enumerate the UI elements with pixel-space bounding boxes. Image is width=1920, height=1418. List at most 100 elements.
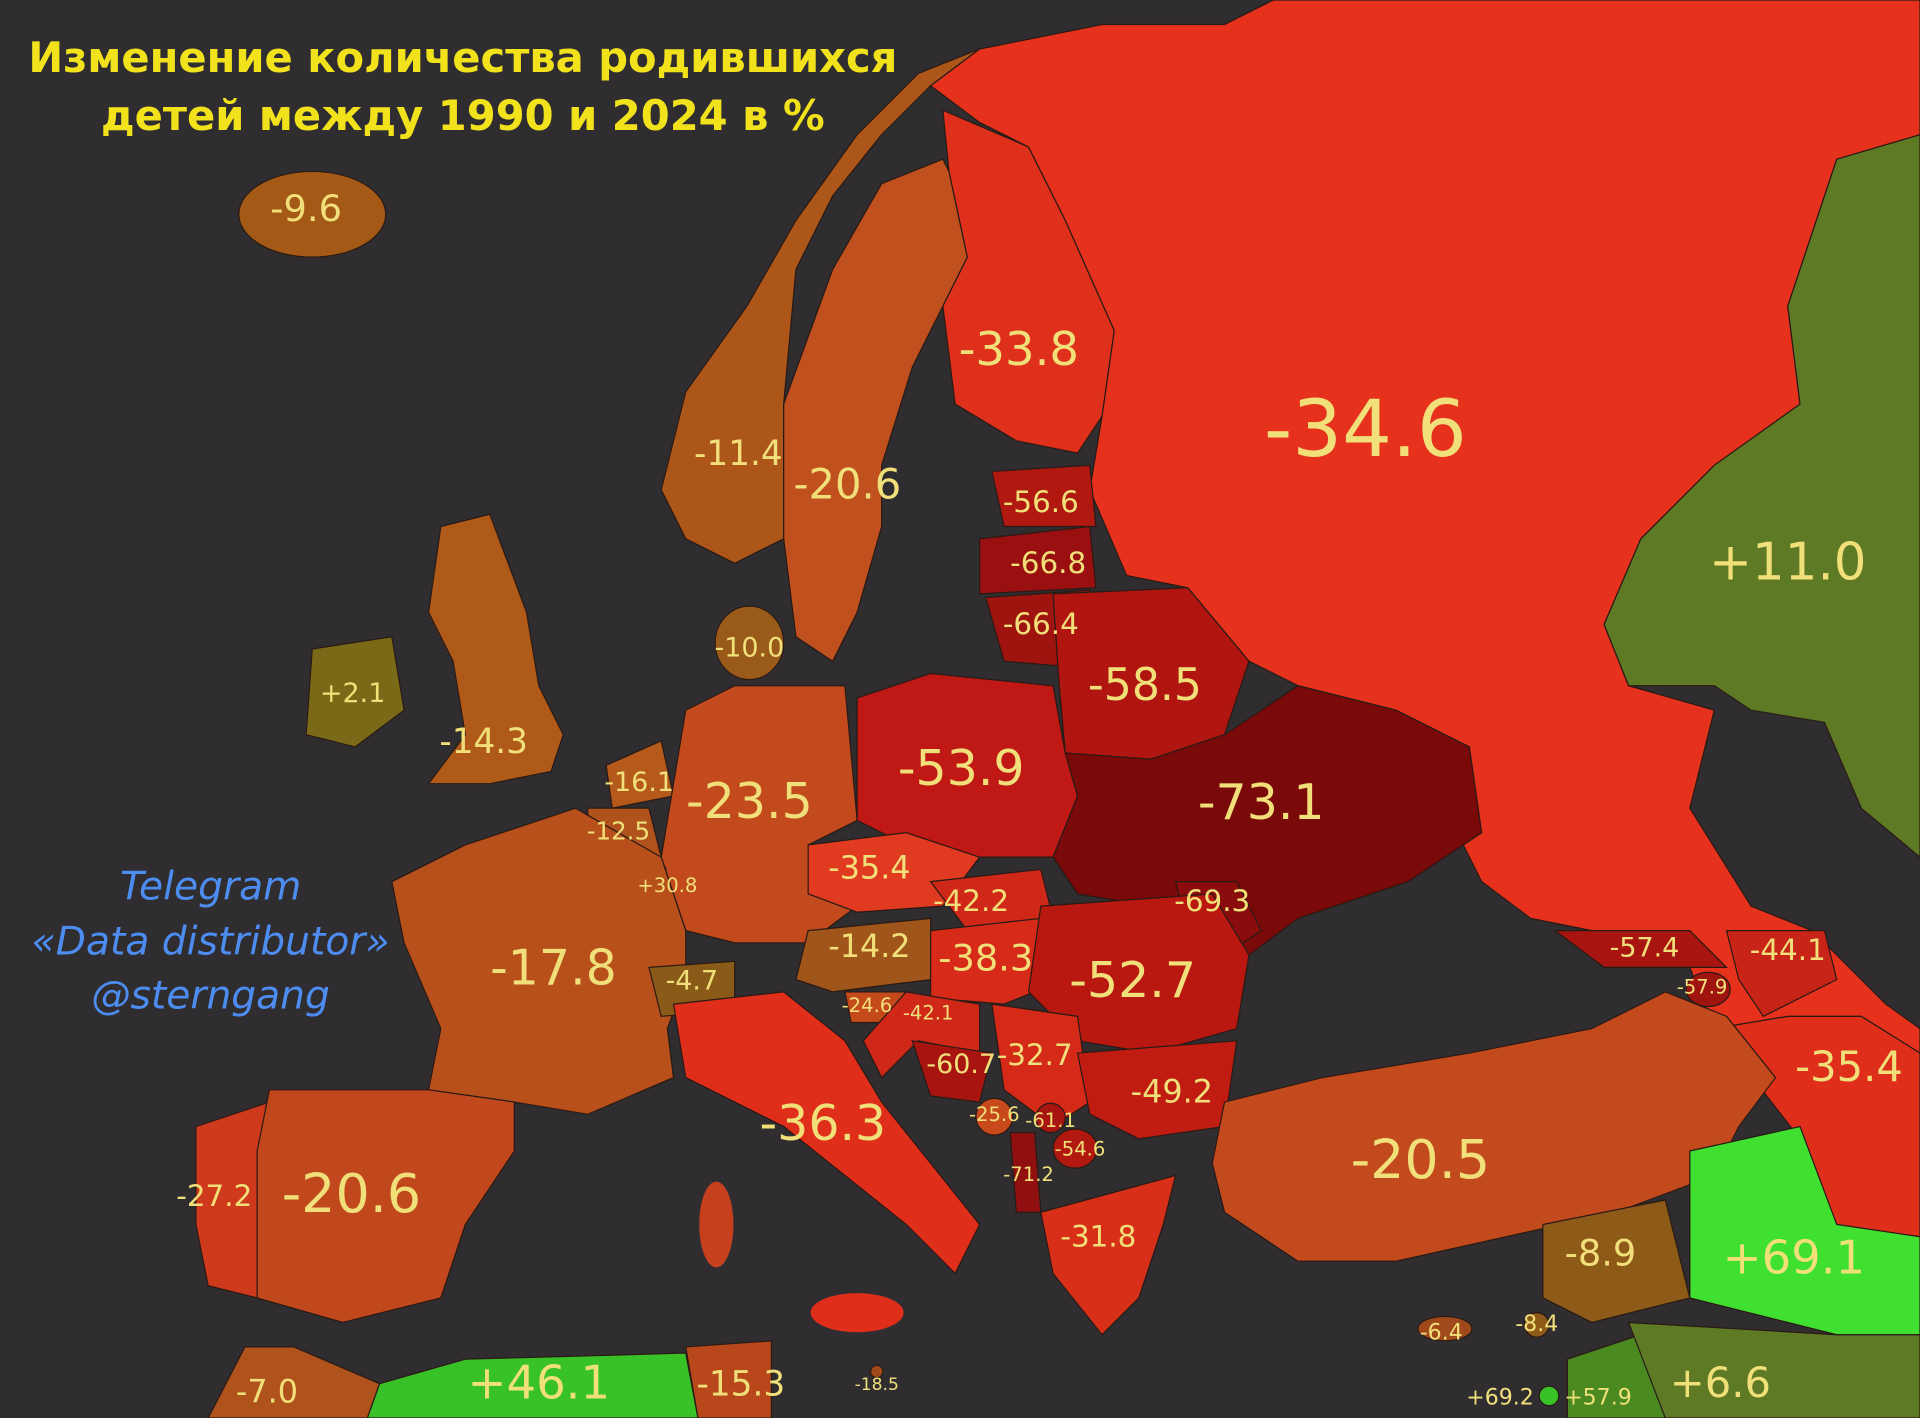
watermark: «Data distributor» (32, 920, 390, 965)
region (660, 48, 980, 564)
region (714, 605, 785, 681)
island (699, 1181, 734, 1268)
region-label: -54.6 (1055, 1137, 1106, 1160)
watermark: @sterngang (91, 973, 330, 1018)
region-label: +2.1 (320, 678, 385, 709)
region-label: -10.0 (715, 632, 785, 663)
region-label: -14.3 (439, 722, 528, 762)
region (195, 1101, 271, 1299)
region-label: -7.0 (236, 1372, 298, 1410)
map-layer: -9.6-11.4-20.6-33.8-34.6-56.6-66.8-66.4-… (28, 0, 1920, 1418)
region-label: -8.4 (1515, 1312, 1558, 1337)
region (256, 1089, 515, 1324)
region-label: -9.6 (270, 187, 342, 230)
region-label: -36.3 (760, 1095, 887, 1152)
region-label: -15.3 (696, 1365, 785, 1405)
region (795, 917, 932, 993)
region-label: -66.4 (1003, 607, 1079, 641)
region-label: -58.5 (1088, 660, 1202, 711)
region (427, 513, 564, 785)
region (1542, 1199, 1691, 1324)
region-label: -35.4 (828, 848, 910, 886)
region-label: -31.8 (1060, 1219, 1136, 1253)
region-label: -12.5 (587, 817, 650, 846)
region-label: +57.9 (1564, 1385, 1632, 1410)
region (862, 991, 981, 1079)
region-label: +30.8 (637, 874, 697, 897)
region-label: -34.6 (1264, 384, 1467, 475)
region-label: -44.1 (1750, 933, 1826, 967)
region-label: -42.1 (903, 1001, 954, 1024)
region (1040, 1174, 1177, 1336)
region-label: -71.2 (1003, 1163, 1054, 1186)
region (991, 464, 1097, 528)
region (1689, 1125, 1920, 1336)
region (911, 1040, 993, 1103)
region-label: -8.9 (1565, 1232, 1637, 1275)
region (1076, 1040, 1238, 1140)
region-label: -14.2 (828, 927, 910, 965)
region-label: -32.7 (997, 1038, 1073, 1072)
region-label: -11.4 (694, 434, 783, 474)
labels: -9.6-11.4-20.6-33.8-34.6-56.6-66.8-66.4-… (176, 187, 1903, 1410)
region-label: -69.3 (1174, 884, 1250, 918)
region-label: -6.4 (1420, 1320, 1463, 1345)
region-label: -20.6 (282, 1162, 421, 1225)
region (1553, 930, 1729, 968)
region-label: -42.2 (933, 884, 1009, 918)
region (975, 1097, 1014, 1136)
region (870, 1364, 884, 1379)
region (783, 158, 968, 663)
region (1627, 1321, 1920, 1418)
region-label: -57.9 (1677, 976, 1728, 999)
region-label: -20.6 (794, 459, 902, 508)
region-label: -52.7 (1069, 952, 1196, 1009)
region (807, 832, 981, 913)
region-label: -38.3 (938, 937, 1033, 980)
region-label: -4.7 (666, 966, 719, 997)
region-label: -73.1 (1198, 774, 1325, 831)
region-label: +69.1 (1723, 1231, 1866, 1285)
region (1523, 1312, 1550, 1338)
region-label: -35.4 (1795, 1042, 1903, 1091)
region (391, 807, 687, 1115)
watermark: Telegram (120, 864, 301, 909)
region (1725, 930, 1838, 1018)
region (1417, 1315, 1473, 1342)
region (672, 991, 981, 1275)
region-label: +11.0 (1709, 533, 1867, 593)
region-label: -49.2 (1131, 1072, 1213, 1110)
region-label: -20.5 (1351, 1128, 1490, 1191)
region (1685, 971, 1731, 1008)
region-label: -57.4 (1610, 932, 1680, 963)
region-label: +46.1 (468, 1356, 611, 1410)
region (1538, 1385, 1560, 1407)
region-label: -18.5 (855, 1375, 899, 1395)
title-line: детей между 1990 и 2024 в % (101, 91, 825, 140)
regions (195, 0, 1920, 1418)
region-label: -27.2 (176, 1179, 252, 1213)
region-label: -56.6 (1003, 485, 1079, 519)
region-label: -61.1 (1025, 1109, 1076, 1132)
region (1603, 134, 1920, 858)
title-line: Изменение количества родившихся (28, 33, 897, 82)
region-label: -23.5 (686, 773, 813, 830)
region (1035, 1102, 1066, 1134)
region-label: +6.6 (1670, 1358, 1771, 1407)
region (1052, 685, 1483, 956)
region (978, 525, 1097, 595)
region-label: -17.8 (490, 940, 617, 997)
region-label: -25.6 (969, 1103, 1020, 1126)
region (238, 170, 387, 258)
region-label: -33.8 (959, 322, 1079, 376)
region-label: -60.7 (926, 1049, 996, 1080)
island (810, 1293, 904, 1333)
region-label: +69.2 (1466, 1385, 1534, 1410)
region (1052, 1128, 1098, 1169)
region-label: -53.9 (898, 740, 1025, 797)
region-label: -24.6 (842, 994, 893, 1017)
region (1027, 893, 1250, 1054)
region-label: -66.8 (1010, 546, 1086, 580)
region (991, 1003, 1091, 1128)
